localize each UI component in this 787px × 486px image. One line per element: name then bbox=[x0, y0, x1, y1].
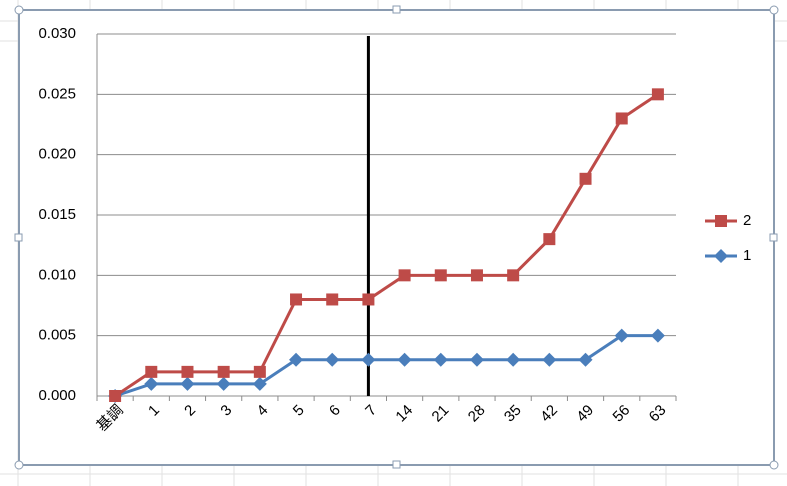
y-tick-label: 0.010 bbox=[38, 266, 76, 283]
marker bbox=[289, 352, 304, 367]
legend-label: 1 bbox=[743, 247, 751, 264]
marker bbox=[325, 352, 340, 367]
marker bbox=[397, 352, 412, 367]
marker bbox=[145, 365, 158, 378]
marker bbox=[180, 376, 195, 391]
y-tick-label: 0.005 bbox=[38, 327, 76, 344]
marker bbox=[181, 365, 194, 378]
y-tick-label: 0.030 bbox=[38, 25, 76, 42]
marker bbox=[109, 390, 122, 402]
marker bbox=[614, 328, 629, 343]
marker bbox=[144, 376, 159, 391]
chart-frame bbox=[18, 9, 775, 466]
marker bbox=[469, 352, 484, 367]
marker bbox=[253, 365, 266, 378]
marker bbox=[542, 352, 557, 367]
marker bbox=[578, 352, 593, 367]
y-tick-label: 0.020 bbox=[38, 146, 76, 163]
marker bbox=[506, 352, 521, 367]
legend-marker bbox=[715, 215, 727, 227]
series-line bbox=[114, 334, 658, 398]
marker bbox=[650, 328, 665, 343]
marker bbox=[651, 88, 664, 101]
marker bbox=[216, 376, 231, 391]
y-tick-label: 0.025 bbox=[38, 85, 76, 102]
marker bbox=[290, 293, 303, 306]
marker bbox=[579, 172, 592, 185]
marker bbox=[507, 269, 520, 282]
series-line bbox=[114, 93, 659, 398]
marker bbox=[434, 269, 447, 282]
frame-handles bbox=[14, 5, 779, 470]
marker bbox=[326, 293, 339, 306]
marker bbox=[361, 352, 376, 367]
marker bbox=[470, 269, 483, 282]
y-tick-label: 0.000 bbox=[38, 387, 76, 404]
legend-label: 2 bbox=[743, 212, 751, 229]
legend-marker bbox=[714, 249, 728, 263]
marker bbox=[362, 293, 375, 306]
marker bbox=[543, 233, 556, 246]
marker bbox=[398, 269, 411, 282]
y-tick-label: 0.015 bbox=[38, 206, 76, 223]
marker bbox=[252, 376, 267, 391]
marker bbox=[433, 352, 448, 367]
marker bbox=[615, 112, 628, 125]
marker bbox=[217, 365, 230, 378]
